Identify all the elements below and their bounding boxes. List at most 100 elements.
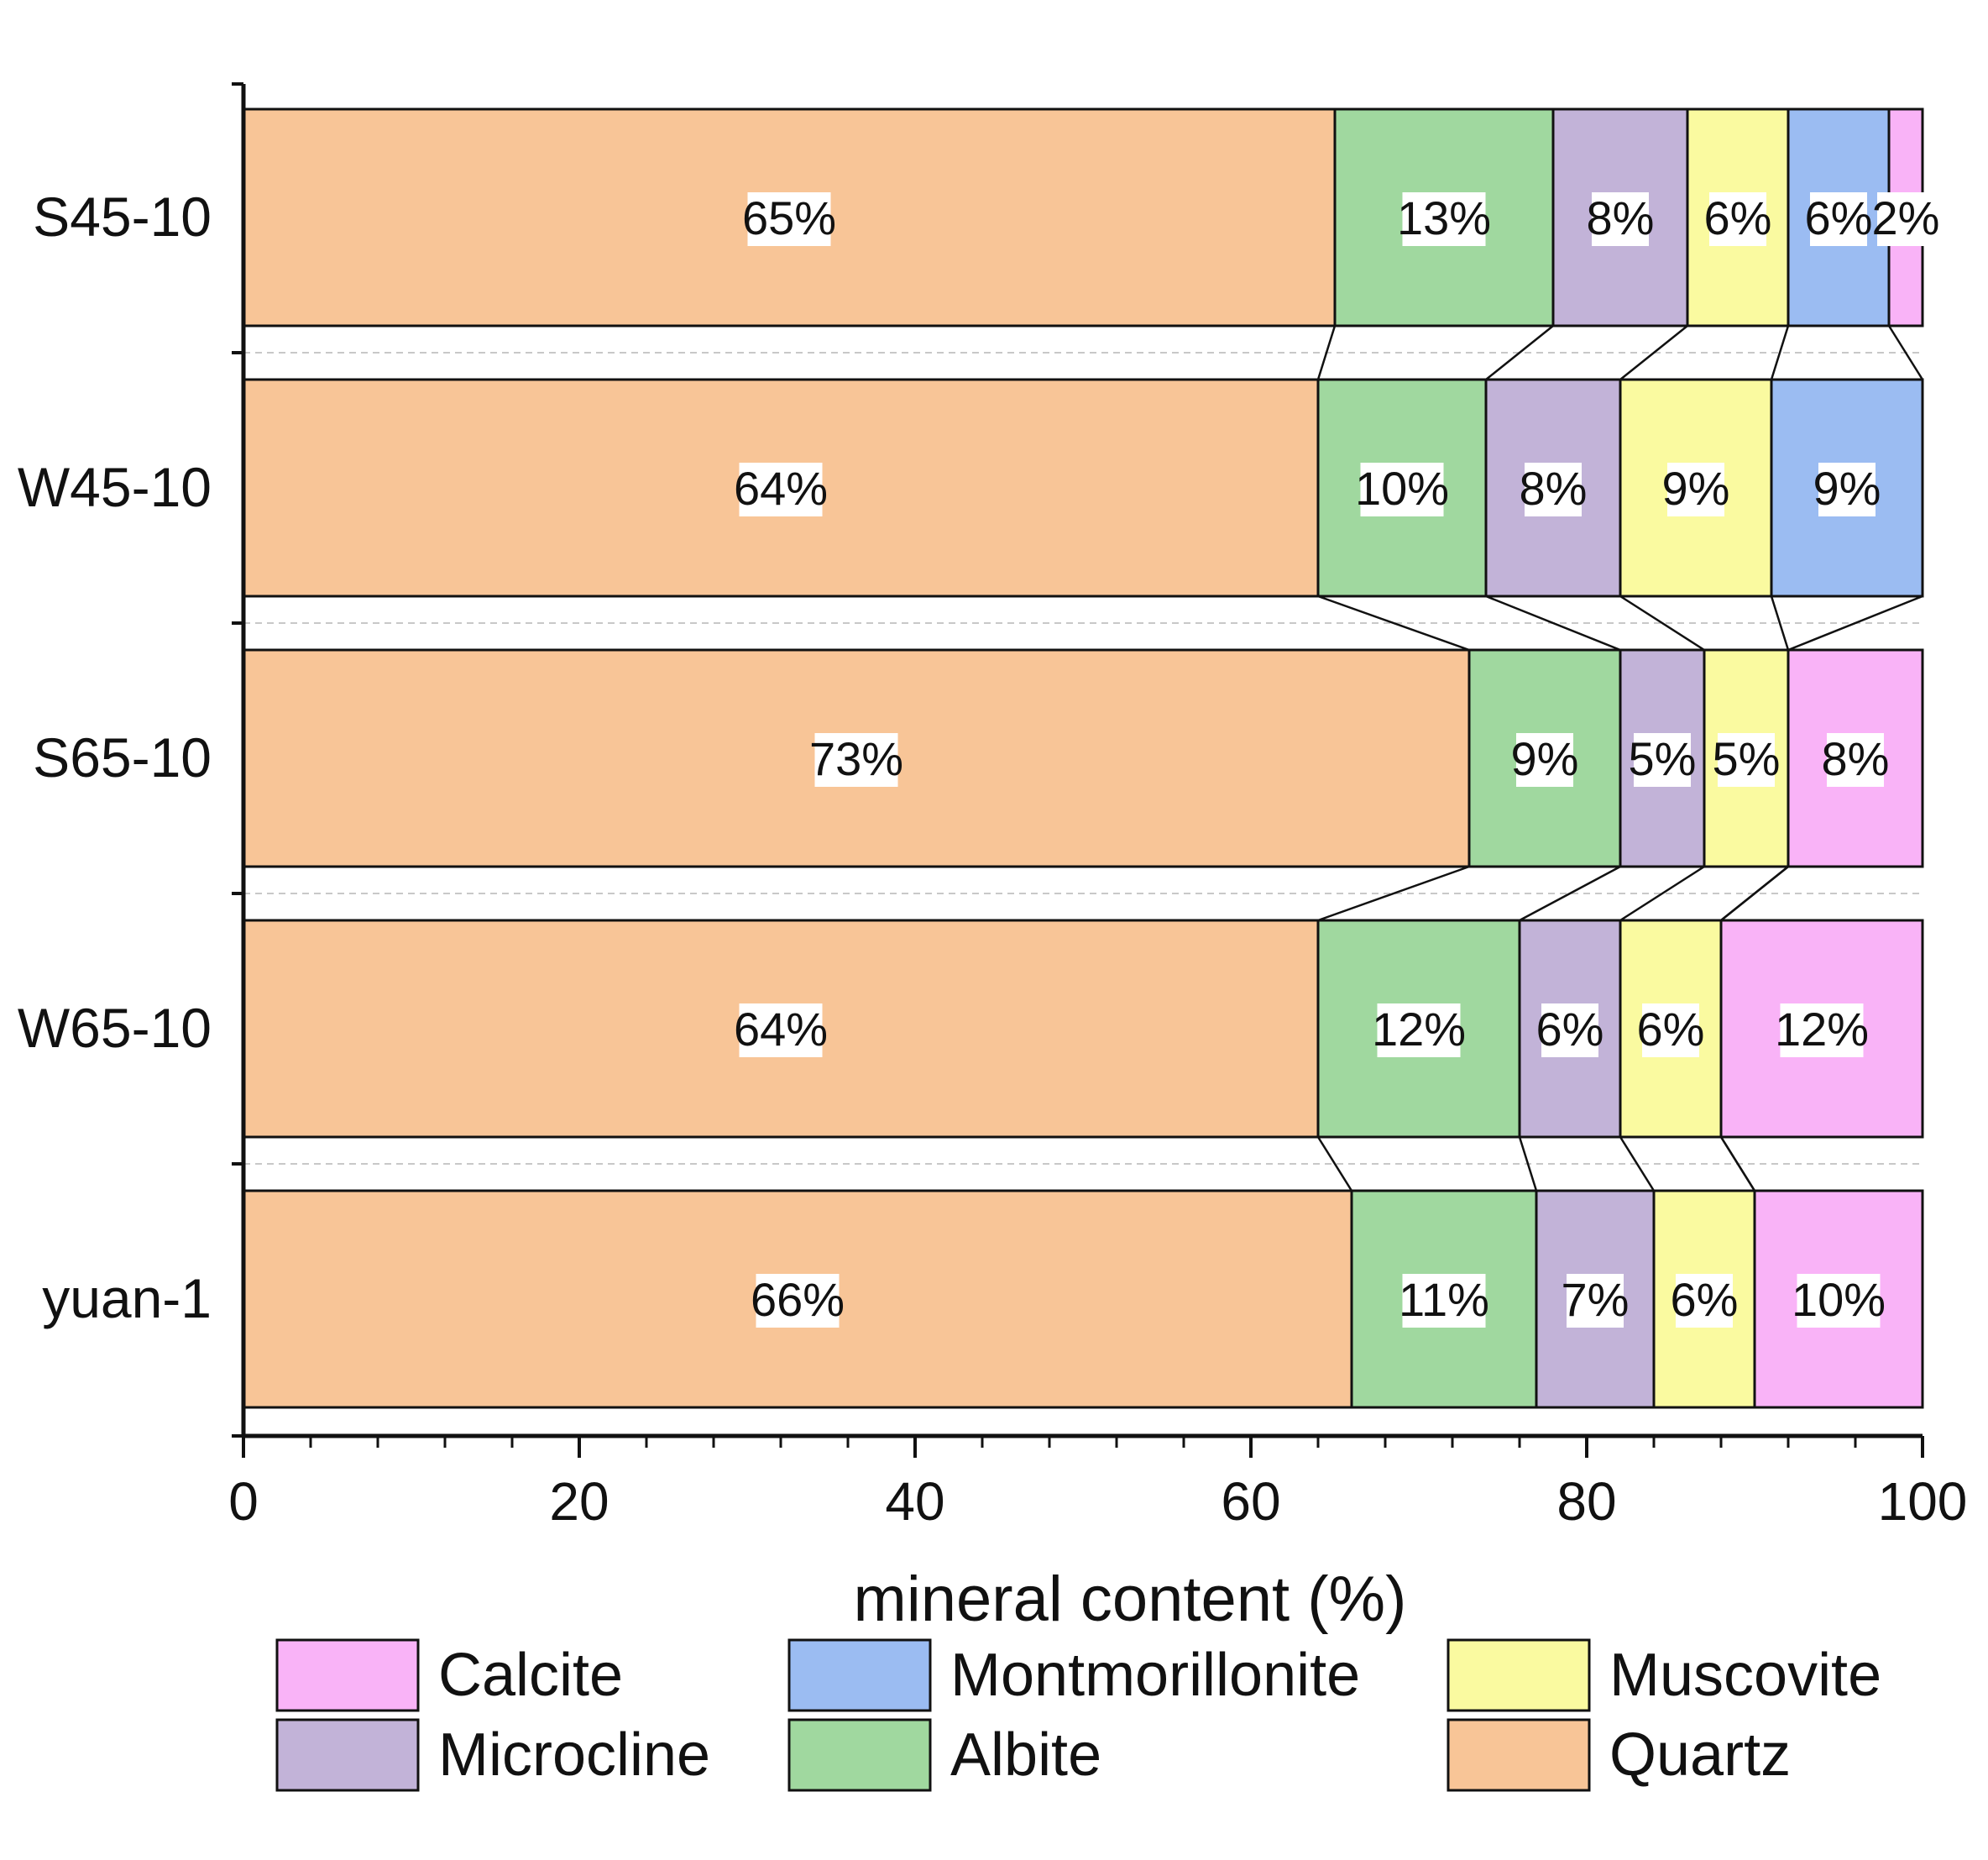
data-label-albite-w65-10: 12%	[1372, 1003, 1466, 1056]
x-tick-label-80: 80	[1556, 1471, 1616, 1532]
data-label-albite-s45-10: 13%	[1397, 191, 1491, 244]
data-label-quartz-w65-10: 64%	[734, 1003, 828, 1056]
data-label-bg	[1634, 733, 1691, 787]
data-label-bg	[1718, 733, 1775, 787]
connector-montmorillonite	[1787, 595, 1923, 652]
category-label-yuan-1: yuan-1	[42, 1267, 212, 1329]
data-label-muscovite-w45-10: 9%	[1662, 462, 1730, 515]
data-label-calcite-s65-10: 8%	[1822, 732, 1890, 785]
data-label-bg	[1402, 1274, 1486, 1328]
legend-label-microcline: Microcline	[438, 1721, 710, 1789]
connector-quartz	[1317, 595, 1470, 652]
connector-microcline	[1619, 325, 1688, 380]
data-label-bg	[1709, 192, 1766, 246]
data-label-bg	[1780, 1003, 1864, 1057]
data-label-quartz-s65-10: 73%	[809, 732, 903, 785]
data-label-calcite-s45-10: 2%	[1872, 191, 1940, 244]
data-label-bg	[1377, 1003, 1461, 1057]
x-tick-label-40: 40	[885, 1471, 944, 1532]
connector-microcline	[1619, 865, 1705, 922]
data-label-bg	[739, 1003, 823, 1057]
bar-montmorillonite-w45-10	[1770, 378, 1924, 598]
connector-albite	[1485, 595, 1621, 652]
data-label-bg	[1525, 463, 1582, 516]
data-label-albite-s65-10: 9%	[1511, 732, 1579, 785]
data-label-bg	[1567, 1274, 1624, 1328]
data-label-muscovite-yuan-1: 6%	[1671, 1273, 1739, 1326]
legend-label-albite: Albite	[950, 1721, 1101, 1789]
connector-albite	[1519, 865, 1621, 922]
legend-swatch-quartz	[1447, 1718, 1591, 1792]
data-label-bg	[1642, 1003, 1699, 1057]
data-label-bg	[1797, 1274, 1881, 1328]
legend-swatch-muscovite	[1447, 1638, 1591, 1712]
data-label-albite-yuan-1: 11%	[1399, 1273, 1489, 1326]
connector-albite	[1485, 325, 1554, 380]
axes: S45-10 W45-10 S65-10 W65-10 yuan-1 0 20 40 60 80 1…	[18, 82, 1968, 1532]
data-label-bg	[747, 192, 831, 246]
data-label-muscovite-s65-10: 5%	[1713, 732, 1781, 785]
legend-label-calcite: Calcite	[438, 1642, 623, 1709]
data-label-bg	[1676, 1274, 1733, 1328]
connector-quartz	[1316, 325, 1337, 380]
connector-albite	[1518, 1136, 1538, 1192]
data-label-bg	[1592, 192, 1649, 246]
category-label-w65-10: W65-10	[18, 997, 212, 1059]
legend: Calcite Montmorillonite Muscovite Microclin…	[275, 1638, 1881, 1792]
data-label-microcline-yuan-1: 7%	[1562, 1273, 1630, 1326]
data-label-muscovite-w65-10: 6%	[1637, 1003, 1705, 1056]
connector-muscovite	[1770, 595, 1790, 651]
x-axis-title: mineral content (%)	[854, 1564, 1407, 1635]
bar-connectors	[1316, 325, 1924, 1192]
x-tick-label-0: 0	[228, 1471, 259, 1532]
connector-quartz	[1317, 865, 1470, 922]
category-label-w45-10: W45-10	[18, 456, 212, 518]
legend-swatch-microcline	[275, 1718, 420, 1792]
legend-label-quartz: Quartz	[1609, 1721, 1791, 1789]
data-label-bg	[1827, 733, 1884, 787]
connector-microcline	[1619, 595, 1705, 652]
data-label-microcline-s65-10: 5%	[1629, 732, 1697, 785]
data-label-bg	[1667, 463, 1724, 516]
data-label-bg	[1810, 192, 1867, 246]
data-label-microcline-w45-10: 8%	[1520, 462, 1588, 515]
data-label-bg	[1360, 463, 1444, 516]
legend-swatch-albite	[787, 1718, 932, 1792]
legend-swatch-calcite	[275, 1638, 420, 1712]
data-label-bg	[1516, 733, 1573, 787]
data-label-microcline-s45-10: 8%	[1587, 191, 1655, 244]
data-label-bg	[1402, 192, 1486, 246]
data-label-bg	[1818, 463, 1876, 516]
connector-montmorillonite	[1720, 866, 1789, 921]
data-label-quartz-yuan-1: 66%	[751, 1273, 845, 1326]
data-label-quartz-w45-10: 64%	[734, 462, 828, 515]
data-label-microcline-w65-10: 6%	[1536, 1003, 1604, 1056]
connector-microcline	[1619, 1136, 1656, 1192]
x-tick-label-20: 20	[549, 1471, 609, 1532]
connector-montmorillonite	[1719, 1136, 1756, 1192]
data-label-bg	[814, 733, 898, 787]
connector-quartz	[1316, 1136, 1353, 1192]
data-label-albite-w45-10: 10%	[1355, 462, 1449, 515]
data-label-bg	[756, 1274, 840, 1328]
data-label-bg	[1541, 1003, 1598, 1057]
legend-swatch-montmorillonite	[787, 1638, 932, 1712]
data-label-bg	[1877, 192, 1934, 246]
data-label-calcite-w65-10: 12%	[1775, 1003, 1869, 1056]
data-label-quartz-s45-10: 65%	[742, 191, 836, 244]
x-tick-label-100: 100	[1878, 1471, 1968, 1532]
connector-muscovite	[1770, 325, 1790, 380]
data-label-muscovite-s45-10: 6%	[1704, 191, 1772, 244]
data-label-montmorillonite-w45-10: 9%	[1813, 462, 1881, 515]
category-label-s65-10: S65-10	[33, 726, 212, 789]
x-tick-label-60: 60	[1221, 1471, 1280, 1532]
data-label-montmorillonite-s45-10: 6%	[1805, 191, 1873, 244]
data-label-calcite-yuan-1: 10%	[1792, 1273, 1886, 1326]
legend-label-montmorillonite: Montmorillonite	[950, 1642, 1360, 1709]
legend-label-muscovite: Muscovite	[1609, 1642, 1881, 1709]
data-label-bg	[739, 463, 823, 516]
connector-montmorillonite	[1887, 325, 1924, 380]
grid-lines	[243, 352, 1923, 1165]
